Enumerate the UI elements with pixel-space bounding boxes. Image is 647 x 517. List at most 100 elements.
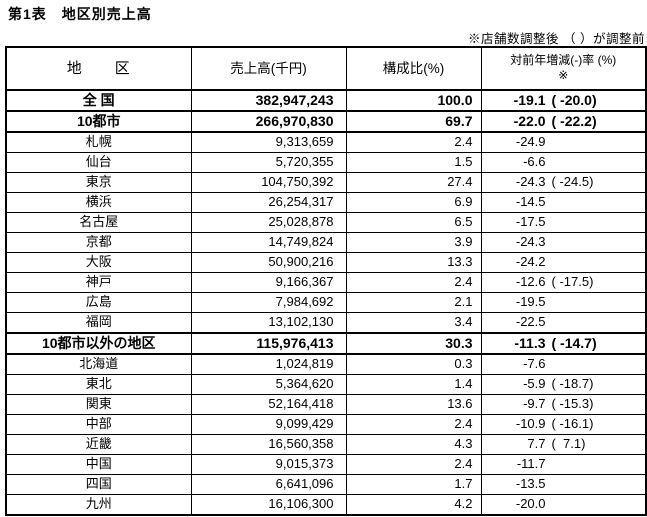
rate-paren: ( -17.5): [551, 274, 594, 290]
region-cell: 全 国: [5, 89, 192, 112]
rate-cell: -11.3 ( -14.7): [480, 332, 647, 355]
rate-main: 7.7: [527, 436, 546, 452]
rate-cell: -24.2: [480, 252, 647, 273]
rate-cell: -6.6: [480, 152, 647, 173]
table-row: 全 国 382,947,243 100.0 -19.1 ( -20.0): [5, 89, 647, 112]
table-row: 札幌 9,313,659 2.4 -24.9: [5, 131, 647, 153]
rate-cell: -13.5: [480, 474, 647, 495]
rate-cell: -24.3: [480, 232, 647, 253]
sales-cell: 7,984,692: [190, 292, 347, 313]
table-row: 関東 52,164,418 13.6 -9.7 ( -15.3): [5, 394, 647, 415]
rate-cell: -19.5: [480, 292, 647, 313]
rate-main: -19.5: [515, 294, 546, 310]
region-cell: 10都市: [5, 110, 192, 133]
table-row: 10都市 266,970,830 69.7 -22.0 ( -22.2): [5, 110, 647, 133]
rate-cell: 7.7 ( 7.1): [480, 434, 647, 455]
region-cell: 近畿: [5, 434, 192, 455]
sales-cell: 16,106,300: [190, 494, 347, 516]
rate-main: -14.5: [515, 194, 546, 210]
share-cell: 3.4: [345, 312, 482, 334]
table-row: 名古屋 25,028,878 6.5 -17.5: [5, 212, 647, 233]
rate-cell: -10.9 ( -16.1): [480, 414, 647, 435]
rate-main: -17.5: [515, 214, 546, 230]
share-cell: 6.5: [345, 212, 482, 233]
rate-cell: -20.0: [480, 494, 647, 516]
share-cell: 27.4: [345, 172, 482, 193]
share-cell: 6.9: [345, 192, 482, 213]
share-cell: 3.9: [345, 232, 482, 253]
rate-cell: -19.1 ( -20.0): [480, 89, 647, 112]
region-cell: 神戸: [5, 272, 192, 293]
sales-cell: 9,015,373: [190, 454, 347, 475]
rate-paren: ( -22.2): [551, 113, 597, 130]
sales-cell: 26,254,317: [190, 192, 347, 213]
rate-paren: ( -20.0): [551, 92, 597, 109]
rate-main: -24.9: [515, 134, 546, 150]
rate-paren: ( -14.7): [551, 335, 597, 352]
table-row: 広島 7,984,692 2.1 -19.5: [5, 292, 647, 313]
rate-cell: -22.0 ( -22.2): [480, 110, 647, 133]
share-cell: 1.4: [345, 374, 482, 395]
region-cell: 四国: [5, 474, 192, 495]
region-cell: 東京: [5, 172, 192, 193]
table-row: 福岡 13,102,130 3.4 -22.5: [5, 312, 647, 334]
rate-main: -11.3: [514, 335, 546, 352]
rate-cell: -7.6: [480, 353, 647, 375]
sales-cell: 16,560,358: [190, 434, 347, 455]
share-cell: 2.4: [345, 272, 482, 293]
share-cell: 4.2: [345, 494, 482, 516]
rate-main: -12.6: [515, 274, 546, 290]
region-cell: 九州: [5, 494, 192, 516]
share-cell: 2.1: [345, 292, 482, 313]
header-sales: 売上高(千円): [190, 46, 347, 91]
share-cell: 30.3: [345, 332, 482, 355]
rate-cell: -5.9 ( -18.7): [480, 374, 647, 395]
share-cell: 2.4: [345, 131, 482, 153]
region-cell: 中部: [5, 414, 192, 435]
rate-main: -22.5: [515, 314, 546, 330]
sales-cell: 9,166,367: [190, 272, 347, 293]
sales-cell: 5,364,620: [190, 374, 347, 395]
region-cell: 10都市以外の地区: [5, 332, 192, 355]
region-cell: 京都: [5, 232, 192, 253]
header-region: 地 区: [5, 46, 192, 91]
rate-paren: ( -15.3): [551, 396, 594, 412]
rate-cell: -12.6 ( -17.5): [480, 272, 647, 293]
rate-cell: -22.5: [480, 312, 647, 334]
sales-cell: 25,028,878: [190, 212, 347, 233]
share-cell: 0.3: [345, 353, 482, 375]
rate-main: -6.6: [523, 154, 546, 170]
rate-main: -13.5: [515, 476, 546, 492]
footnote-adjustment: ※店舗数調整後 （ ）が調整前: [468, 32, 645, 46]
sales-cell: 115,976,413: [190, 332, 347, 355]
rate-paren: ( -24.5): [551, 174, 594, 190]
sales-cell: 50,900,216: [190, 252, 347, 273]
table-body: 全 国 382,947,243 100.0 -19.1 ( -20.0) 10都市…: [5, 89, 647, 516]
table-row: 近畿 16,560,358 4.3 7.7 ( 7.1): [5, 434, 647, 455]
page-title: 第1表 地区別売上高: [8, 6, 152, 22]
share-cell: 2.4: [345, 454, 482, 475]
share-cell: 2.4: [345, 414, 482, 435]
header-rate-line2: ※: [558, 68, 569, 82]
region-cell: 名古屋: [5, 212, 192, 233]
rate-cell: -24.3 ( -24.5): [480, 172, 647, 193]
sales-cell: 9,099,429: [190, 414, 347, 435]
table-row: 東京 104,750,392 27.4 -24.3 ( -24.5): [5, 172, 647, 193]
rate-cell: -11.7: [480, 454, 647, 475]
sales-cell: 13,102,130: [190, 312, 347, 334]
rate-main: -9.7: [523, 396, 546, 412]
rate-cell: -14.5: [480, 192, 647, 213]
rate-main: -11.7: [516, 456, 546, 472]
region-cell: 中国: [5, 454, 192, 475]
sales-cell: 52,164,418: [190, 394, 347, 415]
share-cell: 69.7: [345, 110, 482, 133]
rate-paren: ( -18.7): [551, 376, 594, 392]
region-cell: 広島: [5, 292, 192, 313]
header-row: 地 区 売上高(千円) 構成比(%) 対前年増減(-)率 (%) ※: [5, 46, 647, 91]
rate-main: -24.2: [515, 254, 546, 270]
rate-main: -19.1: [513, 92, 546, 109]
sales-cell: 266,970,830: [190, 110, 347, 133]
sales-cell: 14,749,824: [190, 232, 347, 253]
table-row: 京都 14,749,824 3.9 -24.3: [5, 232, 647, 253]
rate-main: -20.0: [515, 496, 546, 512]
